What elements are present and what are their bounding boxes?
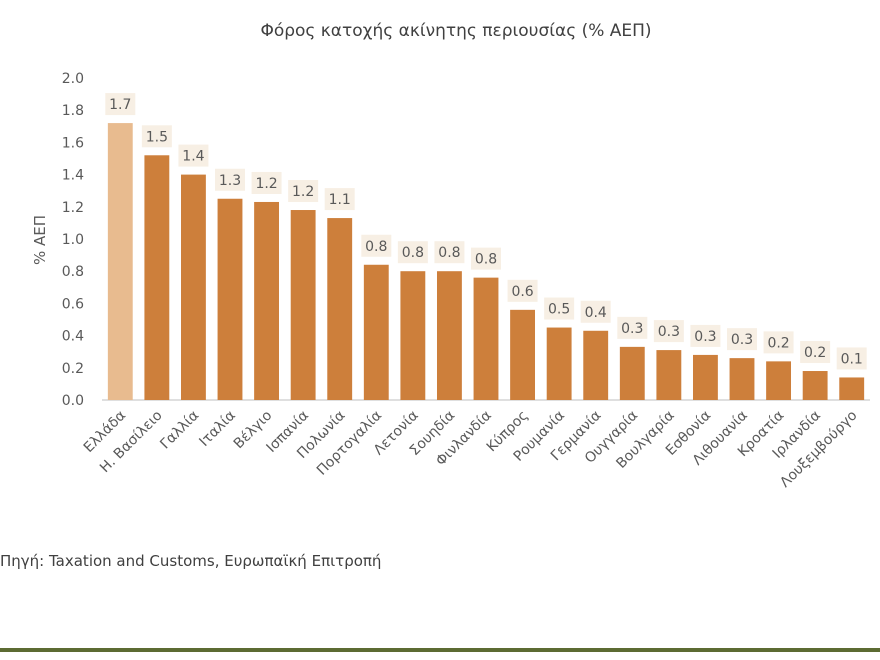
- data-label-box: [178, 144, 209, 167]
- data-label: 0.8: [402, 245, 424, 261]
- y-tick-label: 2.0: [62, 71, 84, 87]
- data-label-box: [141, 125, 172, 148]
- y-tick-label: 0.4: [62, 329, 84, 345]
- data-label: 0.1: [841, 351, 863, 367]
- data-label-box: [727, 328, 757, 351]
- data-label: 1.1: [329, 192, 351, 208]
- bar: [546, 327, 572, 400]
- data-label: 0.5: [548, 302, 570, 318]
- data-label-box: [763, 331, 794, 354]
- y-tick-label: 0.0: [62, 393, 84, 409]
- y-tick-label: 1.0: [62, 232, 84, 248]
- category-label: Γαλλία: [157, 408, 202, 453]
- bars-group: [107, 123, 865, 400]
- data-label-box: [434, 241, 465, 264]
- bar: [400, 271, 426, 400]
- data-label-box: [361, 234, 392, 257]
- data-label: 1.3: [219, 173, 241, 189]
- data-label-box: [471, 247, 501, 270]
- data-label: 1.4: [182, 149, 204, 165]
- data-label: 1.7: [109, 97, 131, 113]
- bar: [327, 218, 353, 400]
- data-label-box: [800, 341, 831, 364]
- bar: [254, 201, 280, 400]
- bar: [363, 264, 389, 400]
- data-label-box: [690, 324, 721, 347]
- y-tick-label: 1.2: [62, 200, 84, 216]
- data-label-box: [288, 180, 319, 203]
- bar: [473, 277, 499, 400]
- data-label: 0.3: [658, 324, 680, 340]
- data-label: 1.2: [255, 176, 277, 192]
- y-tick-label: 1.6: [62, 135, 84, 151]
- y-axis-label: % ΑΕΠ: [31, 215, 49, 265]
- y-tick-label: 0.6: [62, 296, 84, 312]
- footer-divider: [0, 648, 880, 652]
- bar: [692, 354, 718, 400]
- data-label-box: [324, 188, 355, 211]
- data-label-box: [544, 297, 575, 320]
- data-label-box: [105, 93, 136, 116]
- y-axis-ticks: 0.0 0.2 0.4 0.6 0.8 1.0 1.2 1.4 1.6 1.8 2.0: [62, 71, 84, 409]
- bar: [107, 123, 133, 400]
- data-label: 0.3: [731, 332, 753, 348]
- bar: [144, 155, 170, 400]
- bar: [839, 377, 865, 400]
- data-label: 0.2: [767, 335, 789, 351]
- data-label-box: [653, 320, 684, 343]
- bar: [729, 358, 755, 400]
- y-tick-label: 0.8: [62, 264, 84, 280]
- bar-chart: Φόρος κατοχής ακίνητης περιουσίας (% ΑΕΠ…: [31, 21, 870, 491]
- data-label: 0.4: [585, 305, 607, 321]
- data-label: 0.8: [475, 252, 497, 268]
- bar: [619, 346, 645, 400]
- chart-title: Φόρος κατοχής ακίνητης περιουσίας (% ΑΕΠ…: [260, 21, 651, 41]
- bar: [510, 309, 536, 400]
- data-label-box: [617, 316, 648, 339]
- y-tick-label: 1.8: [62, 103, 84, 119]
- data-label: 1.5: [146, 129, 168, 145]
- data-label-box: [836, 347, 867, 370]
- data-label: 0.8: [365, 239, 387, 255]
- bar: [656, 350, 682, 400]
- y-tick-label: 1.4: [62, 168, 84, 184]
- data-label: 0.3: [694, 329, 716, 345]
- data-label: 0.2: [804, 345, 826, 361]
- data-labels-group: 1.7 1.5 1.4 1.3 1.2 1.2 1.1 0.8 0.8 0.8 0.8 0.6 0.5 0…: [105, 93, 867, 370]
- source-note: Πηγή: Taxation and Customs, Ευρωπαϊκή Επ…: [0, 552, 382, 570]
- data-label-box: [507, 279, 538, 302]
- bar: [766, 361, 792, 400]
- bar: [583, 330, 609, 400]
- data-label: 0.8: [438, 245, 460, 261]
- bar: [802, 371, 828, 400]
- bar: [290, 210, 316, 400]
- y-tick-label: 0.2: [62, 361, 84, 377]
- bar: [180, 174, 206, 400]
- data-label-box: [580, 300, 611, 323]
- bar: [436, 271, 462, 400]
- data-label: 1.2: [292, 184, 314, 200]
- bar: [217, 198, 243, 400]
- data-label-box: [251, 171, 282, 194]
- data-label-box: [397, 241, 428, 264]
- data-label: 0.6: [511, 284, 533, 300]
- data-label: 0.3: [621, 321, 643, 337]
- data-label-box: [215, 168, 245, 191]
